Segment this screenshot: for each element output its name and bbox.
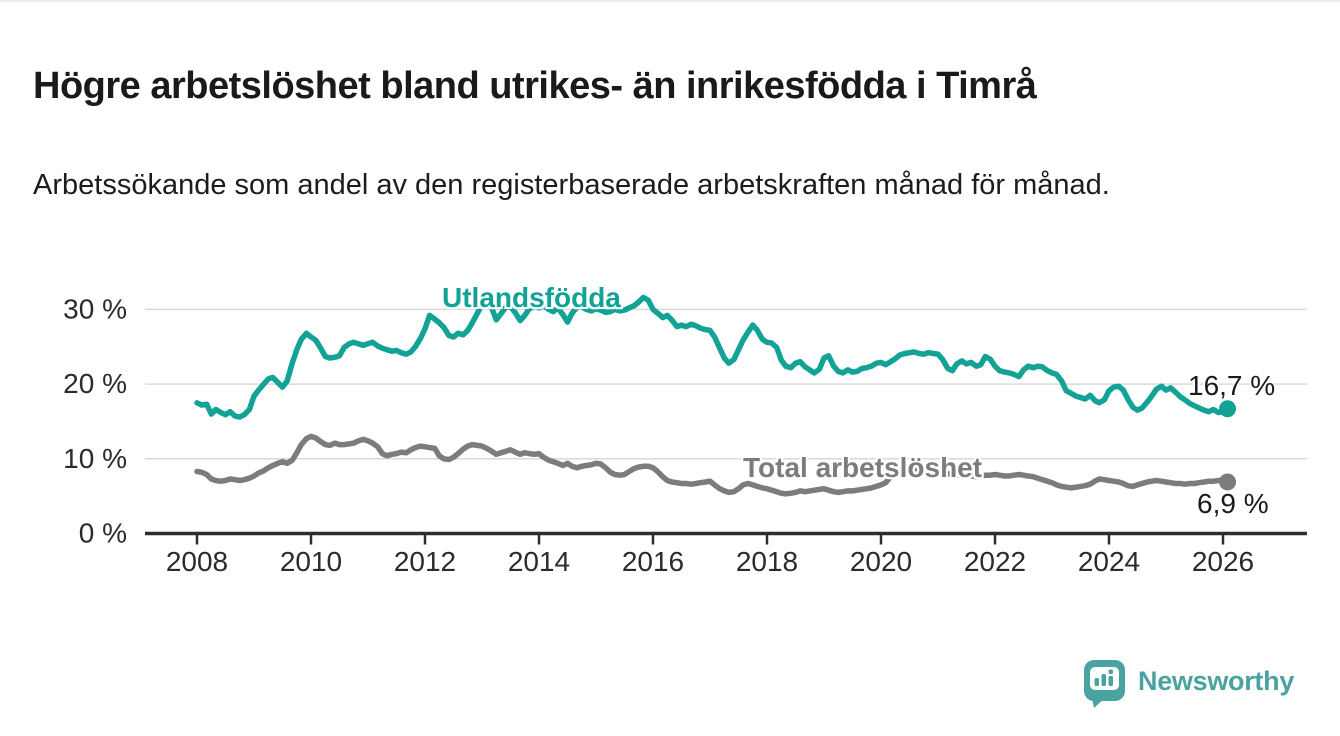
series-line-total xyxy=(194,433,1231,497)
end-value-label-utlandsfodda: 16,7 % xyxy=(1188,370,1276,401)
x-axis-tick-label: 2026 xyxy=(1192,546,1254,577)
y-axis-tick-label: 20 % xyxy=(63,368,127,399)
x-axis-tick-label: 2020 xyxy=(850,546,912,577)
logo-wordmark: Newsworthy xyxy=(1138,666,1295,696)
series-label-total-arbetsloshet: Total arbetslöshet xyxy=(743,452,983,483)
series-end-dot xyxy=(1219,400,1237,418)
page-title: Högre arbetslöshet bland utrikes- än inr… xyxy=(33,65,1037,108)
x-axis-tick-label: 2012 xyxy=(394,546,456,577)
y-axis-tick-label: 10 % xyxy=(63,443,127,474)
series-label-utlandsfodda: Utlandsfödda xyxy=(442,282,621,313)
x-axis-tick-label: 2008 xyxy=(166,546,228,577)
series-line-utlandsfodda xyxy=(194,294,1231,420)
bar-chart-speech-bubble-icon xyxy=(1084,660,1125,708)
x-axis-tick-label: 2014 xyxy=(508,546,570,577)
x-axis-tick-label: 2016 xyxy=(622,546,684,577)
x-axis-tick-label: 2022 xyxy=(964,546,1026,577)
x-axis-tick-label: 2010 xyxy=(280,546,342,577)
end-value-label-total: 6,9 % xyxy=(1197,488,1269,519)
y-axis-tick-label: 30 % xyxy=(63,293,127,324)
x-axis-tick-label: 2024 xyxy=(1078,546,1140,577)
chart-subtitle: Arbetssökande som andel av den registerb… xyxy=(33,169,1110,201)
newsworthy-logo: Newsworthy xyxy=(1083,659,1294,709)
y-axis-tick-label: 0 % xyxy=(79,518,127,549)
series-end-dot xyxy=(1219,473,1237,491)
x-axis-tick-label: 2018 xyxy=(736,546,798,577)
